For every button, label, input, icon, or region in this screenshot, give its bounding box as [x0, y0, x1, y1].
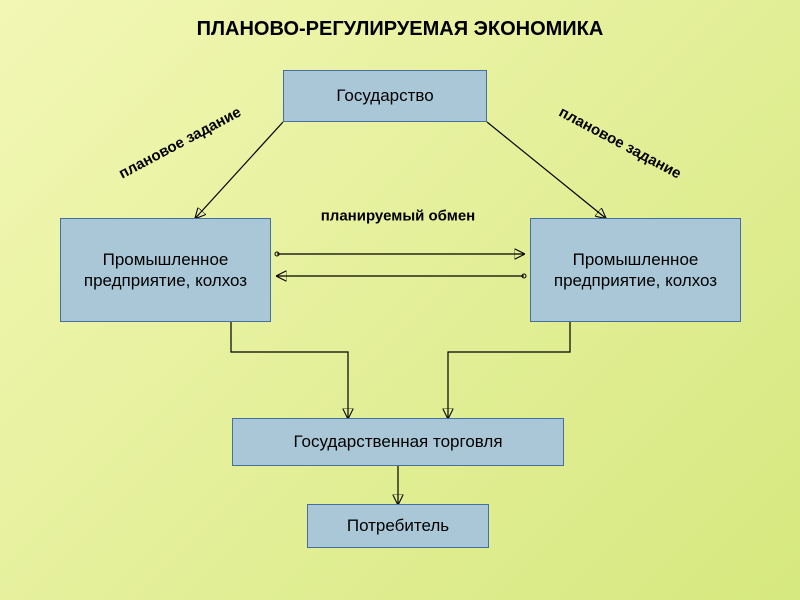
- node-government: Государство: [283, 70, 487, 122]
- diagram-stage: ПЛАНОВО-РЕГУЛИРУЕМАЯ ЭКОНОМИКА Государст…: [0, 0, 800, 600]
- node-enterprise-left: Промышленное предприятие, колхоз: [60, 218, 271, 322]
- node-consumer: Потребитель: [307, 504, 489, 548]
- edge-label-exchange: планируемый обмен: [321, 208, 476, 225]
- node-state-trade: Государственная торговля: [232, 418, 564, 466]
- node-enterprise-right: Промышленное предприятие, колхоз: [530, 218, 741, 322]
